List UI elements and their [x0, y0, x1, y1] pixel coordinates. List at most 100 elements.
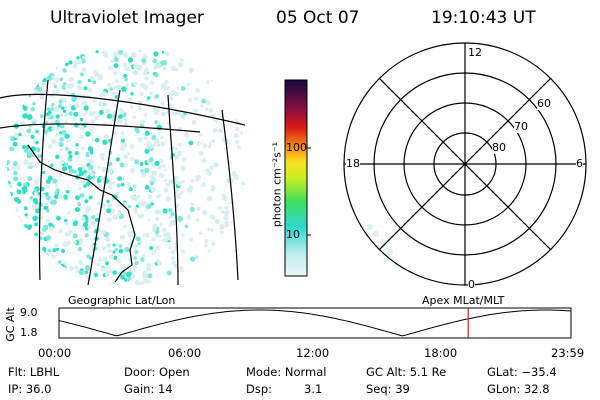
emission-pixel — [63, 218, 68, 223]
emission-pixel — [130, 105, 134, 109]
emission-pixel — [99, 101, 104, 106]
emission-pixel — [77, 167, 83, 172]
emission-pixel — [79, 270, 84, 276]
emission-pixel — [47, 248, 52, 253]
emission-pixel — [170, 276, 176, 282]
emission-pixel — [155, 94, 160, 99]
emission-pixel — [7, 201, 11, 206]
emission-pixel — [177, 215, 184, 222]
emission-pixel — [155, 233, 159, 238]
longitude-line — [87, 89, 121, 286]
emission-pixel — [244, 207, 247, 213]
emission-pixel — [1, 140, 5, 144]
emission-pixel — [239, 50, 244, 54]
emission-pixel — [229, 255, 235, 261]
emission-pixel — [123, 154, 129, 160]
emission-pixel — [87, 88, 93, 93]
emission-pixel — [9, 207, 15, 213]
emission-pixel — [126, 182, 132, 188]
mlt-label-0: 0 — [468, 278, 475, 291]
emission-pixel — [75, 145, 80, 150]
emission-pixel — [107, 268, 112, 274]
emission-pixel — [150, 202, 154, 206]
emission-pixel — [217, 128, 224, 134]
orbit-altitude-plot — [58, 307, 572, 339]
colorbar-tick-100: 100 — [286, 141, 307, 154]
emission-pixel — [108, 180, 113, 186]
emission-pixel — [65, 147, 69, 151]
emission-pixel — [138, 213, 144, 219]
emission-pixel — [9, 120, 14, 125]
emission-pixel — [7, 280, 9, 285]
emission-pixel — [96, 201, 101, 206]
emission-pixel — [9, 234, 13, 238]
emission-pixel — [73, 59, 79, 65]
emission-pixel — [207, 249, 212, 254]
emission-pixel — [23, 258, 28, 263]
filter-readout: Flt: LBHL — [8, 365, 60, 379]
emission-pixel — [51, 254, 56, 259]
emission-pixel — [107, 249, 112, 254]
emission-pixel — [89, 75, 95, 81]
emission-pixel — [167, 103, 172, 108]
emission-pixel — [41, 248, 46, 254]
emission-pixel — [2, 286, 7, 290]
emission-pixel — [49, 226, 54, 232]
emission-pixel — [68, 60, 73, 65]
emission-pixel — [133, 207, 138, 211]
emission-pixel — [170, 249, 176, 255]
emission-pixel — [78, 186, 82, 191]
emission-pixel — [2, 236, 7, 241]
emission-pixel — [21, 121, 26, 126]
emission-pixel — [19, 85, 25, 91]
emission-pixel — [38, 70, 43, 75]
orbit-y-label: GC Alt — [3, 307, 17, 342]
emission-pixel — [170, 256, 175, 261]
emission-pixel — [25, 277, 31, 283]
emission-pixel — [150, 181, 155, 186]
emission-pixel — [77, 202, 81, 207]
emission-pixel — [234, 139, 240, 144]
emission-pixel — [238, 104, 244, 110]
emission-pixel — [12, 213, 18, 219]
emission-pixel — [18, 219, 23, 224]
emission-pixel — [55, 114, 60, 119]
emission-pixel — [74, 207, 80, 213]
emission-pixel — [33, 90, 39, 95]
emission-pixel — [104, 133, 109, 139]
emission-pixel — [99, 152, 105, 158]
emission-pixel — [7, 65, 12, 71]
emission-pixel — [211, 281, 217, 285]
emission-pixel — [35, 147, 41, 153]
emission-pixel — [128, 232, 133, 238]
emission-pixel — [144, 130, 150, 136]
emission-pixel — [237, 72, 244, 78]
emission-pixel — [64, 162, 69, 167]
emission-pixel — [205, 107, 209, 111]
emission-pixel — [237, 146, 242, 150]
emission-pixel — [244, 274, 247, 279]
emission-pixel — [24, 281, 29, 285]
emission-pixel — [27, 89, 32, 94]
emission-pixel — [58, 99, 63, 104]
emission-pixel — [234, 68, 239, 73]
emission-pixel — [180, 165, 186, 171]
emission-pixel — [33, 191, 38, 196]
emission-pixel — [33, 50, 39, 54]
emission-pixel — [86, 254, 91, 259]
emission-pixel — [18, 267, 23, 271]
emission-pixel — [112, 250, 116, 254]
emission-pixel — [247, 69, 250, 73]
emission-pixel — [55, 126, 60, 131]
emission-pixel — [105, 108, 111, 114]
emission-pixel — [0, 229, 5, 234]
emission-pixel — [160, 60, 164, 65]
emission-pixel — [194, 255, 200, 260]
apex-projection-label: Apex MLat/MLT — [422, 294, 505, 307]
emission-pixel — [25, 270, 30, 275]
emission-pixel — [102, 139, 108, 145]
emission-pixel — [211, 216, 216, 220]
emission-pixel — [73, 240, 77, 245]
emission-pixel — [19, 232, 24, 238]
emission-pixel — [15, 285, 19, 289]
